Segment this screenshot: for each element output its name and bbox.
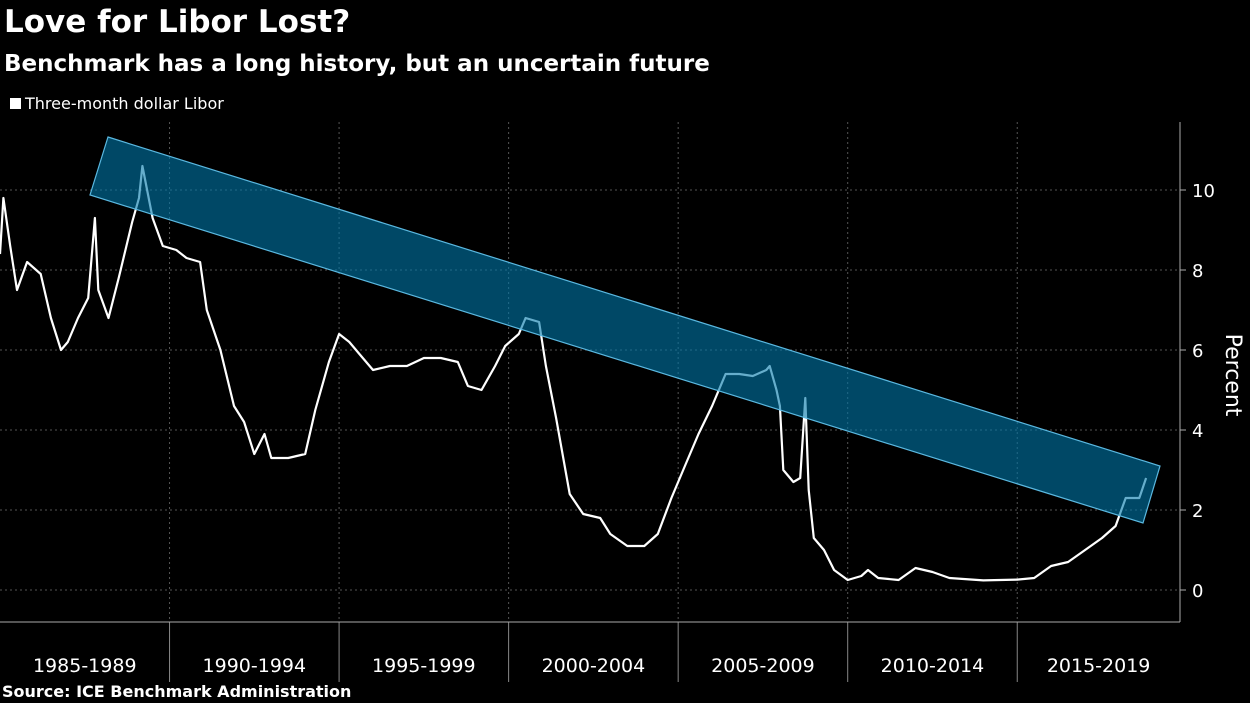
legend-label: Three-month dollar Libor: [24, 94, 224, 113]
y-tick-label: 0: [1192, 581, 1203, 602]
x-tick-label: 2005-2009: [711, 655, 815, 677]
x-tick-label: 2010-2014: [881, 655, 985, 677]
y-tick-label: 6: [1192, 341, 1203, 362]
chart-title: Love for Libor Lost?: [4, 4, 350, 40]
legend-swatch: [10, 98, 21, 109]
x-tick-label: 1995-1999: [372, 655, 476, 677]
trend-band: [89, 136, 1161, 524]
y-tick-label: 8: [1192, 261, 1203, 282]
y-tick-label: 2: [1192, 501, 1203, 522]
x-tick-label: 2015-2019: [1047, 655, 1151, 677]
x-tick-label: 2000-2004: [542, 655, 646, 677]
line-series: [0, 164, 1148, 582]
source: Source: ICE Benchmark Administration: [2, 682, 351, 701]
x-tick-label: 1990-1994: [203, 655, 307, 677]
y-axis-label: Percent: [1220, 334, 1245, 417]
x-tick-label: 1985-1989: [33, 655, 137, 677]
y-tick-label: 4: [1192, 421, 1203, 442]
y-tick-label: 10: [1192, 181, 1215, 202]
chart-subtitle: Benchmark has a long history, but an unc…: [4, 51, 710, 77]
